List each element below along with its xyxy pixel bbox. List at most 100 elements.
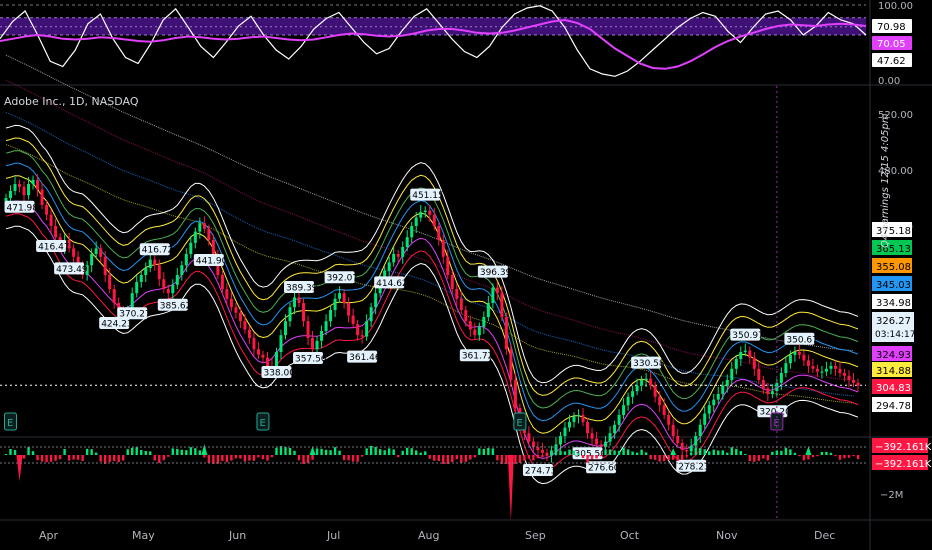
volume-delta-bar (108, 455, 111, 462)
candle-body (49, 214, 53, 226)
volume-delta-bar (122, 455, 125, 461)
volume-delta-bar (158, 455, 161, 463)
volume-delta-bar (13, 450, 17, 455)
candle-body (419, 212, 423, 218)
candle-body (446, 256, 450, 275)
candle-body (613, 424, 617, 434)
price-callout-value: 305.50 (575, 450, 607, 460)
candle-body (189, 242, 193, 254)
envelope-band-line (5, 137, 859, 396)
candle-body (315, 340, 319, 350)
candle-body (401, 247, 405, 257)
candle-body (265, 357, 269, 366)
candle-body (802, 354, 806, 361)
volume-delta-bar (613, 450, 616, 455)
price-callout-box (99, 317, 130, 329)
candle-body (509, 349, 513, 380)
candle-body (193, 231, 197, 243)
envelope-band-line (5, 175, 859, 434)
oscillator-level-badge (872, 19, 912, 33)
price-callout-value: 471.98 (7, 203, 39, 213)
price-callout-box (410, 188, 441, 201)
volume-delta-bar (126, 449, 129, 455)
volume-delta-bar (829, 452, 833, 455)
volume-delta-bar (338, 450, 341, 455)
volume-delta-bar (478, 448, 481, 455)
x-axis-month-label: Sep (525, 529, 546, 542)
volume-delta-bar (347, 455, 350, 461)
volume-delta-bar (365, 448, 368, 455)
volume-delta-bar (708, 451, 711, 455)
volume-delta-bar (4, 454, 8, 455)
candle-body (22, 186, 26, 196)
volume-delta-bar (811, 455, 815, 458)
volume-delta-bar (270, 455, 274, 458)
price-tick-label: 480.00 (878, 166, 913, 177)
volume-delta-bar (699, 448, 702, 455)
volume-delta-bar (690, 452, 693, 455)
candle-body (653, 385, 657, 397)
volume-delta-bar (288, 448, 292, 455)
volume-delta-bar (306, 455, 310, 464)
volume-delta-series (4, 444, 860, 521)
candle-body (604, 441, 608, 448)
band-value-label: 304.83 (876, 383, 911, 394)
price-callout-value: 338.00 (263, 369, 295, 379)
volume-delta-bar (324, 449, 328, 455)
price-callout-box (157, 298, 188, 311)
volume-delta-bar (27, 447, 30, 455)
candle-body (590, 433, 594, 439)
volume-delta-bar (780, 450, 783, 455)
price-callout-value: 392.07 (327, 274, 359, 284)
oscillator-level-badge (872, 53, 912, 67)
volume-delta-bar (568, 449, 571, 455)
price-callout-value: 389.39 (286, 284, 318, 294)
volume-delta-bar (838, 455, 842, 460)
volume-delta-bar (843, 455, 846, 459)
volume-delta-bar (482, 448, 486, 455)
volume-delta-bar (54, 455, 57, 461)
price-callout-box (261, 366, 292, 378)
volume-delta-bar (608, 449, 612, 455)
candle-body (577, 415, 581, 417)
x-axis-month-label: Nov (716, 529, 738, 542)
volume-delta-bar (744, 454, 747, 455)
volume-delta-bar (595, 455, 598, 459)
moving-average-long-gray (5, 54, 854, 352)
price-callout-value: 370.27 (119, 310, 151, 320)
band-value-badge (872, 276, 912, 291)
candle-body (130, 293, 134, 310)
symbol-title: Adobe Inc., 1D, NASDAQ (4, 95, 139, 108)
volume-delta-bar (622, 447, 625, 455)
candle-body (545, 452, 549, 456)
candle-body (360, 335, 364, 337)
earnings-note: Q4 earnings 12/15 4:05pm (880, 113, 891, 248)
price-callout-box (293, 352, 324, 364)
last-price-badge (872, 312, 914, 342)
price-callout-box (477, 265, 508, 278)
oscillator-level-badge (872, 36, 912, 50)
price-callout-box (676, 459, 707, 472)
volume-delta-bar (311, 455, 314, 460)
volume-delta-bar (671, 455, 675, 460)
candle-body (779, 373, 783, 383)
price-callout-box (36, 240, 67, 252)
volume-delta-bar (473, 455, 477, 458)
candle-body (649, 378, 653, 386)
candle-body (477, 326, 481, 336)
candle-body (743, 350, 747, 352)
candle-body (108, 275, 112, 289)
candle-body (297, 297, 301, 303)
volume-delta-bar (753, 455, 756, 462)
volume-delta-bar (487, 448, 490, 455)
candle-body (536, 447, 540, 450)
price-callout-value: 424.23 (101, 320, 133, 330)
volume-delta-bar (532, 455, 535, 461)
moving-average-long-maroon (5, 79, 854, 381)
candle-body (324, 321, 328, 331)
candle-body (4, 198, 8, 203)
candle-body (513, 380, 517, 408)
candle-body (428, 210, 432, 215)
candle-body (207, 228, 211, 240)
